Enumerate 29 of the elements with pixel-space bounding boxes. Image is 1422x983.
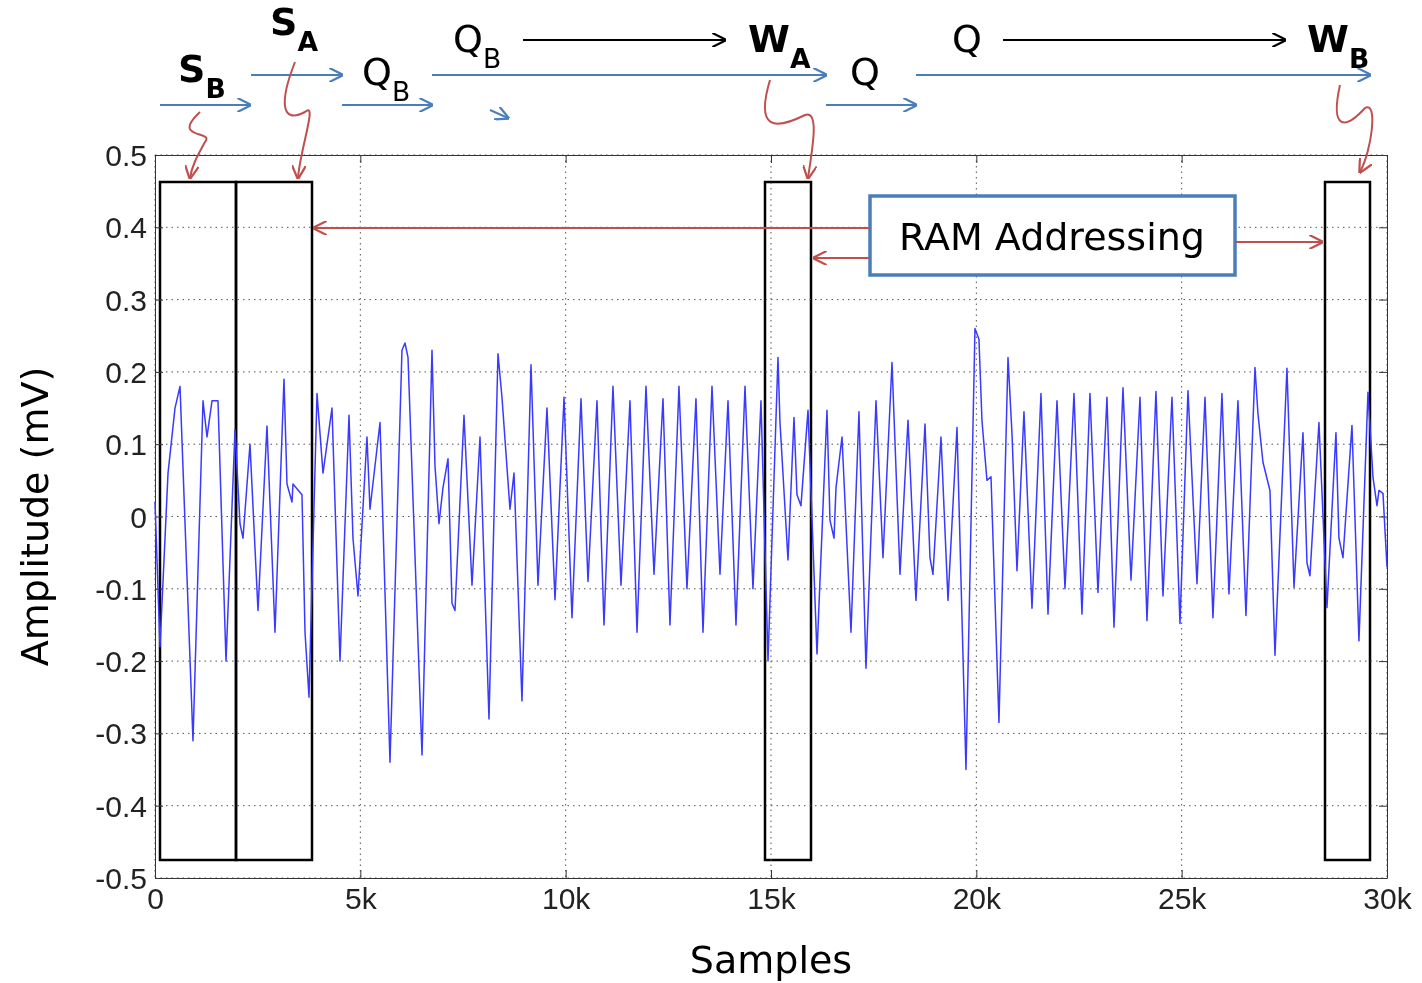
text: Q [850,50,880,94]
y-tick-label: 0.2 [105,355,147,389]
y-tick-label: -0.5 [95,862,147,895]
y-tick-label: 0.1 [105,428,147,462]
text: S$_{B}$ [178,47,226,104]
y-tick-label: -0.1 [95,572,147,606]
text: W$_{A}$ [748,17,811,74]
text: Q$_{B}$ [362,50,411,107]
annotation: RAM Addressing [899,215,1205,259]
y-tick-label: -0.3 [95,717,147,751]
line-series [154,327,1388,771]
y-tick-label: 0.3 [105,283,147,317]
x-axis-title: Samples [689,938,853,982]
x-tick-label: 20k [952,882,1003,916]
y-tick-label: 0.5 [105,139,147,172]
y-tick-label: 0.4 [105,211,147,245]
x-tick-label: 15k [747,882,797,916]
x-tick-label: 30k [1363,882,1413,916]
x-tick-label: 10k [541,882,592,916]
text: W$_{B}$ [1307,17,1370,74]
text: S$_{A}$ [270,0,319,57]
x-tick-label: 5k [344,882,378,916]
text: Q$_{B}$ [453,17,502,74]
y-axis-title: Amplitude (mV) [13,366,57,667]
y-tick-label: 0 [130,500,147,534]
x-tick-label: 25k [1157,882,1208,916]
y-tick-label: -0.4 [95,789,147,823]
text: Q [952,17,982,61]
y-tick-label: -0.2 [95,645,147,679]
